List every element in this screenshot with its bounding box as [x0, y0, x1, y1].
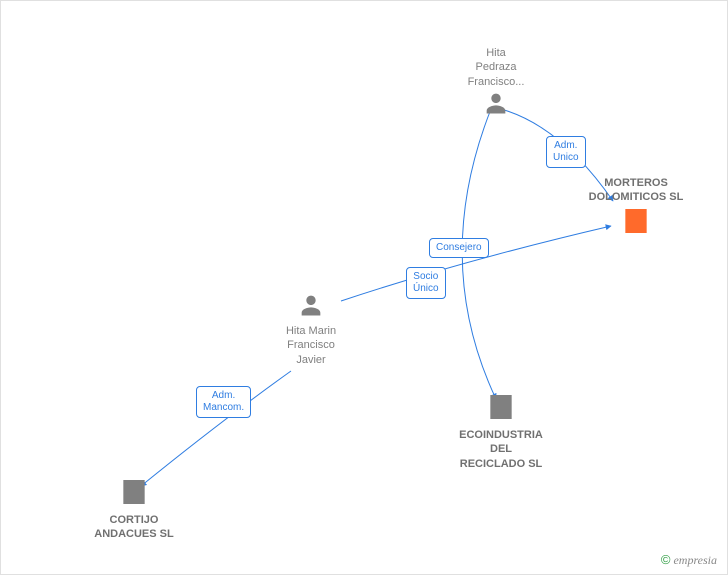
edge-label: Consejero — [429, 238, 489, 258]
edge-label: Socio Único — [406, 267, 446, 299]
building-icon — [576, 205, 696, 242]
node-morteros[interactable]: MORTEROS DOLOMITICOS SL — [576, 176, 696, 242]
node-label: Hita Pedraza Francisco... — [436, 46, 556, 89]
node-ecoindustria[interactable]: ECOINDUSTRIA DEL RECICLADO SL — [441, 391, 561, 471]
edge-label: Adm. Mancom. — [196, 386, 251, 418]
person-icon — [436, 89, 556, 122]
node-label: MORTEROS DOLOMITICOS SL — [576, 176, 696, 205]
copyright-symbol: © — [661, 552, 671, 567]
watermark-text: empresia — [673, 553, 717, 567]
watermark: ©empresia — [661, 552, 717, 568]
node-hita_marin[interactable]: Hita Marin Francisco Javier — [251, 291, 371, 367]
node-label: ECOINDUSTRIA DEL RECICLADO SL — [441, 428, 561, 471]
node-cortijo[interactable]: CORTIJO ANDACUES SL — [74, 476, 194, 542]
person-icon — [251, 291, 371, 324]
network-diagram: Hita Pedraza Francisco... Hita Marin Fran… — [0, 0, 728, 575]
building-icon — [74, 476, 194, 513]
edge-label: Adm. Unico — [546, 136, 586, 168]
building-icon — [441, 391, 561, 428]
node-label: CORTIJO ANDACUES SL — [74, 513, 194, 542]
node-hita_pedraza[interactable]: Hita Pedraza Francisco... — [436, 46, 556, 122]
node-label: Hita Marin Francisco Javier — [251, 324, 371, 367]
